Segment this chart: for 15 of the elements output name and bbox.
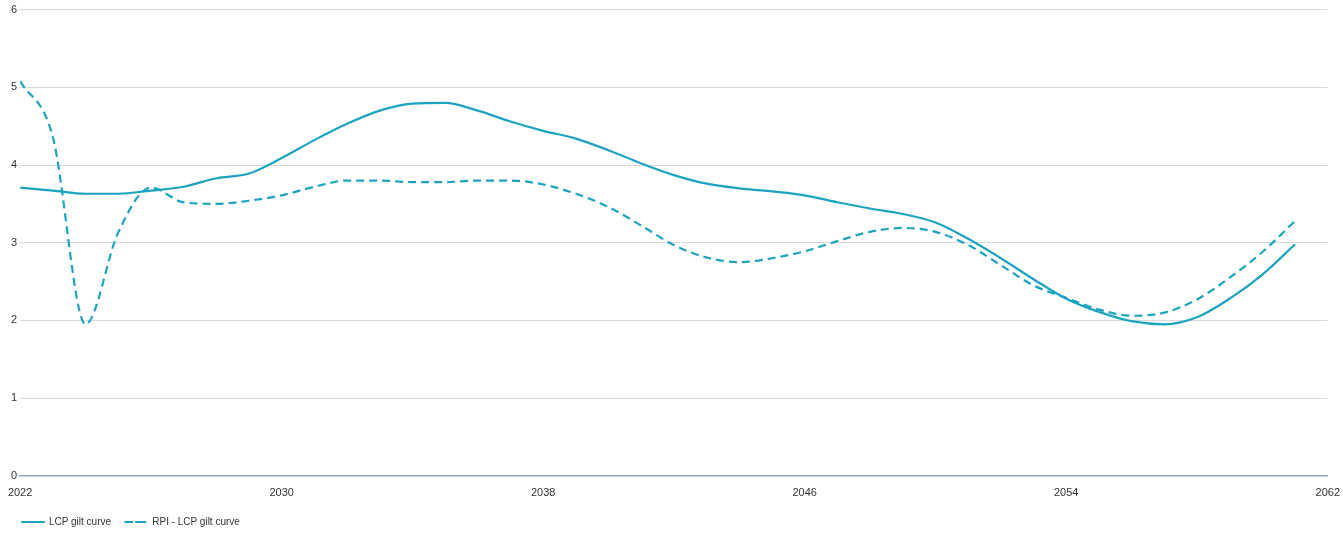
y-tick-label: 6: [10, 2, 18, 15]
y-tick-label: 2: [10, 313, 18, 326]
legend-label: RPI - LCP gilt curve: [152, 515, 241, 527]
x-tick-label: 2030: [269, 486, 294, 499]
x-tick-label: 2046: [792, 486, 817, 499]
y-tick-label: 5: [10, 80, 18, 93]
y-tick-label: 1: [10, 391, 18, 404]
x-tick-label: 2054: [1053, 486, 1079, 499]
y-tick-label: 0: [10, 468, 18, 481]
legend-label: LCP gilt curve: [49, 515, 112, 527]
y-tick-label: 3: [10, 235, 18, 248]
x-tick-label: 2022: [7, 486, 33, 499]
x-tick-label: 2062: [1315, 486, 1341, 499]
y-tick-label: 4: [10, 158, 18, 171]
x-tick-label: 2038: [530, 486, 556, 499]
